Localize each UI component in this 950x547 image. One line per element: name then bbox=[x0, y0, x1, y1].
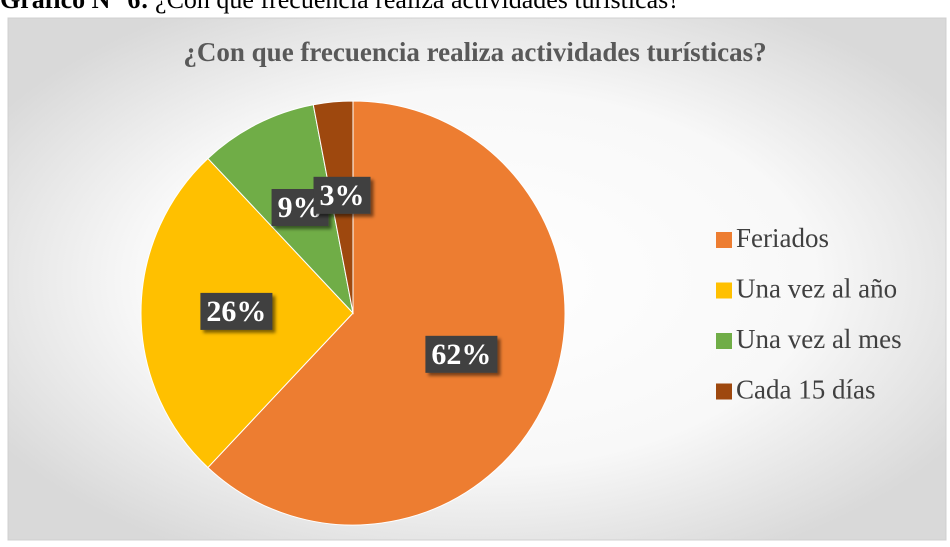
data-label-box bbox=[200, 292, 273, 330]
legend-label: Una vez al año bbox=[736, 274, 897, 304]
pie-slice bbox=[207, 100, 566, 526]
legend: Feriados Una vez al año Una vez al mes Cada… bbox=[716, 223, 902, 405]
legend-swatch bbox=[716, 383, 732, 400]
data-label: 62% bbox=[425, 335, 498, 373]
data-label-box bbox=[425, 335, 498, 373]
legend-swatch bbox=[716, 232, 732, 248]
data-label-text: 3% bbox=[320, 179, 365, 212]
data-label-text: 62% bbox=[431, 338, 491, 371]
caption: Gráfico N° 6: ¿Con que frecuencia realiza… bbox=[0, 0, 680, 14]
caption-label: Gráfico N° 6: bbox=[0, 0, 149, 14]
legend-label: Feriados bbox=[736, 223, 829, 253]
data-label: 26% bbox=[200, 292, 273, 330]
legend-swatch bbox=[716, 282, 732, 299]
data-label-text: 26% bbox=[206, 295, 266, 328]
data-label-box bbox=[313, 176, 371, 214]
caption-text: ¿Con que frecuencia realiza actividades … bbox=[155, 0, 680, 14]
data-label: 3% bbox=[313, 176, 371, 214]
legend-swatch bbox=[716, 333, 732, 349]
chart-title: ¿Con que frecuencia realiza actividades … bbox=[183, 37, 766, 67]
data-labels: 62%26%9%3% bbox=[200, 176, 498, 373]
legend-label: Cada 15 días bbox=[736, 375, 875, 405]
legend-label: Una vez al mes bbox=[736, 324, 902, 354]
